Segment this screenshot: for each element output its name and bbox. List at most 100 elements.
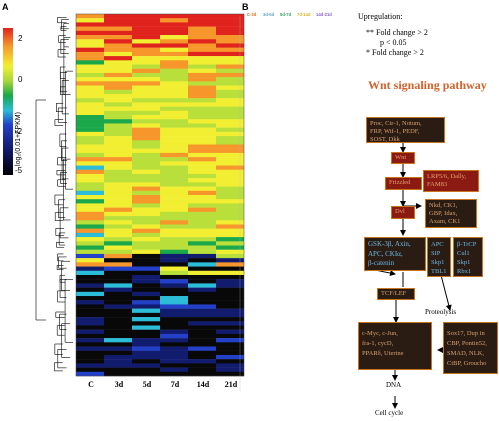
- heatmap-cell: [104, 262, 132, 267]
- heatmap-cell: [132, 169, 160, 175]
- heatmap-cell: [188, 178, 216, 183]
- heatmap-cell: [76, 371, 104, 377]
- heatmap-cell: [76, 312, 104, 318]
- heatmap-cell: [104, 195, 132, 200]
- heatmap-cell: [188, 203, 216, 208]
- heatmap-cell: [76, 98, 104, 103]
- heatmap-cell: [216, 131, 244, 137]
- heatmap-cell: [76, 308, 104, 314]
- heatmap-cell: [104, 338, 132, 343]
- heatmap-cell: [160, 199, 188, 204]
- heatmap-cell: [76, 237, 104, 242]
- heatmap-cell: [132, 329, 160, 335]
- heatmap-cell: [104, 93, 132, 99]
- heatmap-cell: [76, 363, 104, 368]
- heatmap-cell: [160, 266, 188, 271]
- heatmap-cell: [104, 140, 132, 145]
- heatmap-cell: [160, 26, 188, 32]
- heatmap-cell: [160, 274, 188, 280]
- heatmap-cell: [216, 26, 244, 32]
- heatmap-cell: [76, 102, 104, 107]
- heatmap-cell: [132, 270, 160, 276]
- heatmap-cell: [160, 333, 188, 339]
- panel-b-header-3d-5d: 3d-5d: [263, 12, 275, 17]
- heatmap-cell: [76, 127, 104, 133]
- heatmap-cell: [132, 363, 160, 368]
- heatmap-cell: [132, 283, 160, 288]
- heatmap-cell: [160, 359, 188, 364]
- heatmap-cell: [160, 18, 188, 23]
- scale-tick-minus-5: -5: [15, 166, 23, 175]
- heatmap-cell: [188, 123, 216, 128]
- heatmap-cell: [76, 224, 104, 229]
- heatmap-cell: [188, 312, 216, 318]
- heatmap-cell: [216, 77, 244, 82]
- column-label-5d: 5d: [142, 380, 152, 389]
- heatmap-cell: [132, 186, 160, 191]
- heatmap-cell: [76, 283, 104, 288]
- heatmap-cell: [188, 30, 216, 36]
- pathway-box-apc-line4: TBL1: [431, 268, 447, 275]
- heatmap-cell: [216, 182, 244, 187]
- heatmap-cell: [132, 321, 160, 326]
- heatmap-cell: [160, 123, 188, 128]
- heatmap-cell: [216, 81, 244, 86]
- heatmap-cell: [188, 346, 216, 351]
- heatmap-cell: [132, 367, 160, 372]
- pathway-box-btrcp-line3: Skp1: [457, 259, 471, 266]
- heatmap-cell: [132, 165, 160, 170]
- heatmap-cell: [76, 26, 104, 32]
- heatmap-cell: [216, 249, 244, 255]
- heatmap-cell: [160, 93, 188, 99]
- heatmap-cell: [104, 300, 132, 305]
- heatmap-cell: [188, 207, 216, 213]
- heatmap-cell: [132, 127, 160, 133]
- heatmap-cell: [188, 119, 216, 124]
- heatmap-cell: [188, 131, 216, 137]
- panel-b-header-7d-14d: 7d-14d: [297, 12, 311, 17]
- heatmap-cell: [104, 165, 132, 170]
- heatmap-cell: [104, 119, 132, 124]
- heatmap-cell: [132, 131, 160, 137]
- heatmap-cell: [216, 140, 244, 145]
- heatmap-cell: [104, 371, 132, 377]
- heatmap-cell: [160, 325, 188, 330]
- heatmap-cell: [104, 258, 132, 263]
- heatmap-cell: [104, 346, 132, 351]
- heatmap-cell: [104, 30, 132, 36]
- heatmap-cell: [160, 106, 188, 112]
- heatmap-cell: [76, 64, 104, 69]
- heatmap-cell: [104, 60, 132, 65]
- heatmap-cell: [160, 148, 188, 154]
- heatmap-cell: [76, 220, 104, 225]
- heatmap-cell: [104, 283, 132, 288]
- pathway-box-gsk-line2: APC, CKIα,: [368, 249, 403, 258]
- heatmap-cell: [76, 123, 104, 128]
- heatmap-cell: [216, 64, 244, 69]
- heatmap-cell: [76, 216, 104, 221]
- heatmap-cell: [216, 68, 244, 74]
- heatmap-cell: [216, 304, 244, 309]
- heatmap-cell: [216, 367, 244, 372]
- pathway-box-gsk-line3: β-catenin: [368, 259, 395, 267]
- heatmap-cell: [160, 178, 188, 183]
- heatmap-cell: [188, 350, 216, 356]
- heatmap-cell: [104, 186, 132, 191]
- heatmap-cell: [188, 220, 216, 225]
- heatmap-cell: [216, 325, 244, 330]
- heatmap-cell: [160, 350, 188, 356]
- heatmap-cell: [188, 287, 216, 293]
- heatmap-cell: [188, 106, 216, 112]
- heatmap-cell: [76, 182, 104, 187]
- heatmap-cell: [188, 228, 216, 234]
- heatmap-cell: [132, 123, 160, 128]
- heatmap-cell: [132, 68, 160, 74]
- heatmap-cell: [104, 178, 132, 183]
- heatmap-cell: [132, 106, 160, 112]
- heatmap-cell: [216, 173, 244, 179]
- heatmap-cell: [132, 89, 160, 95]
- heatmap-cell: [132, 249, 160, 255]
- heatmap-cell: [216, 152, 244, 158]
- heatmap-cell: [104, 266, 132, 271]
